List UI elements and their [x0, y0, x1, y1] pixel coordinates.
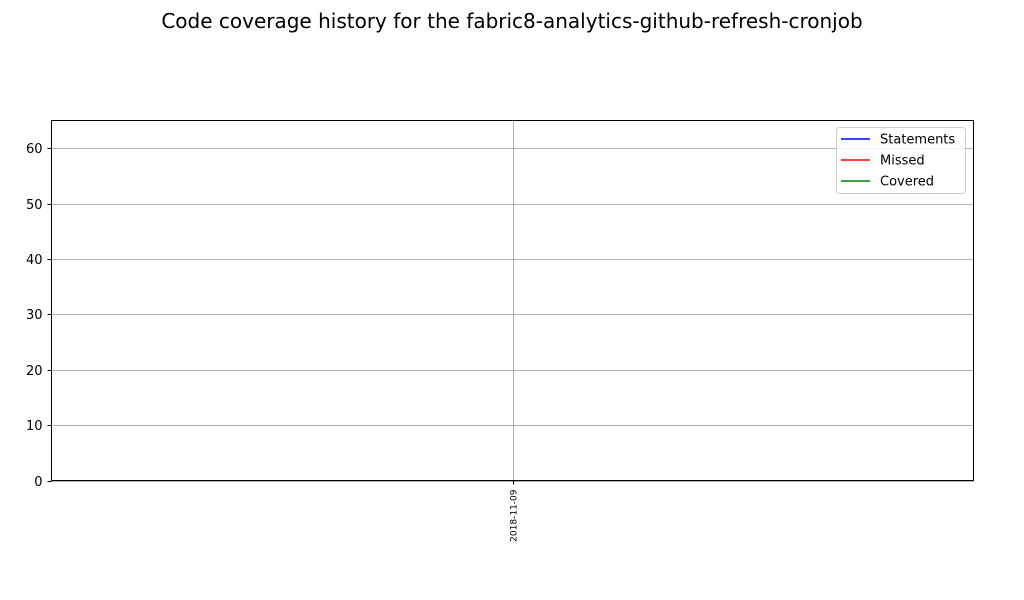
- y-tick-label: 30: [26, 308, 43, 323]
- y-tick-label: 20: [26, 364, 43, 379]
- plot-area: [51, 120, 974, 481]
- legend: Statements Missed Covered: [836, 127, 966, 194]
- y-tick-label: 40: [26, 253, 43, 268]
- y-tick-label: 10: [26, 419, 43, 434]
- y-axis-ticks: 0 10 20 30 40 50 60: [26, 142, 52, 490]
- y-tick-label: 50: [26, 198, 43, 213]
- x-tick-label: 2018-11-09: [510, 489, 520, 542]
- x-axis-ticks: 2018-11-09: [510, 480, 520, 542]
- grid-lines: [51, 120, 974, 482]
- legend-label-statements: Statements: [880, 133, 955, 148]
- legend-label-missed: Missed: [880, 154, 925, 169]
- y-tick-label: 0: [34, 475, 42, 490]
- y-tick-label: 60: [26, 142, 43, 157]
- chart-title: Code coverage history for the fabric8-an…: [161, 9, 862, 33]
- legend-frame: [836, 127, 966, 194]
- legend-label-covered: Covered: [880, 175, 934, 190]
